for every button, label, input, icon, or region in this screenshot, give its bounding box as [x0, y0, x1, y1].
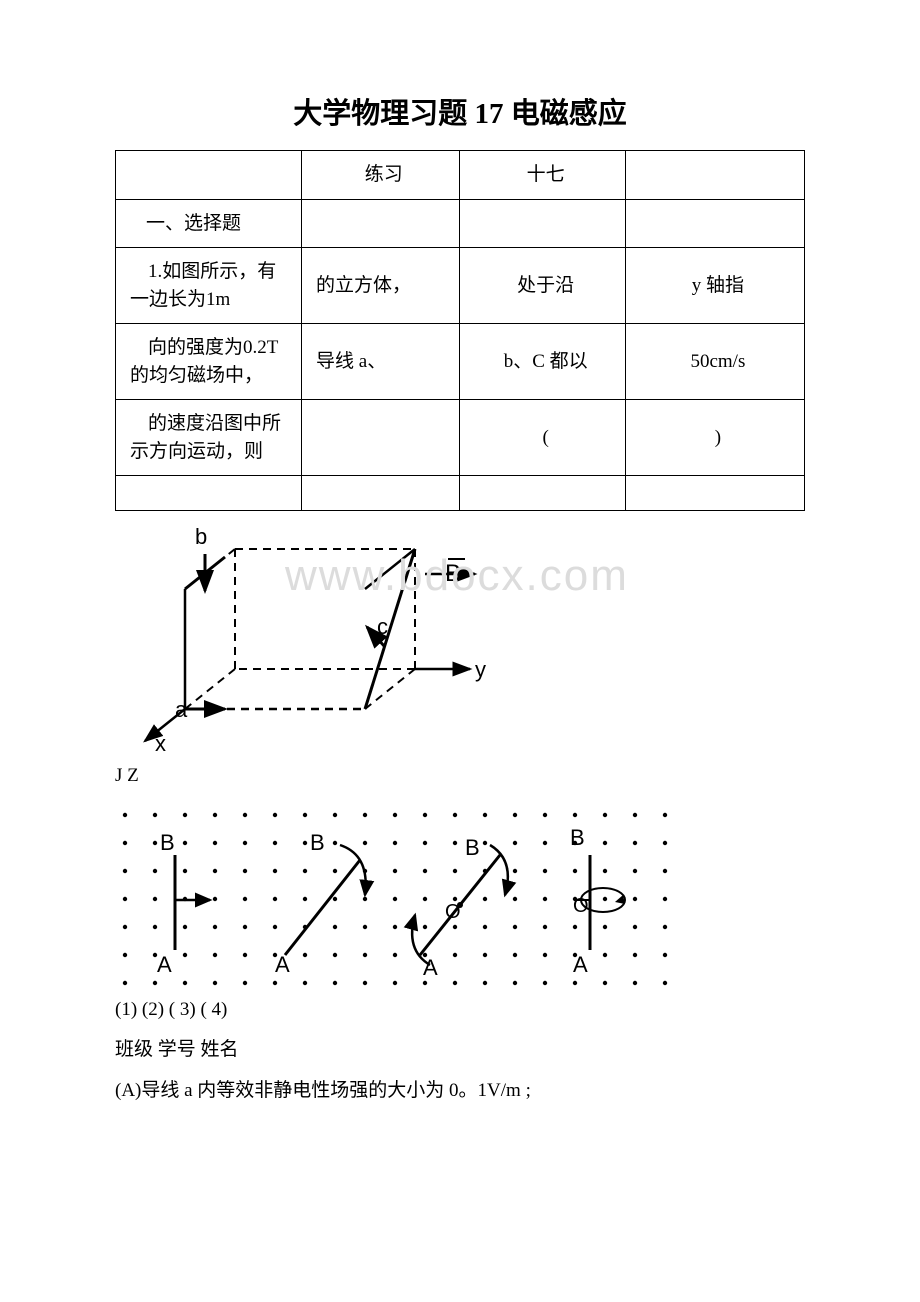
p1-B: B [160, 830, 175, 855]
caption-1234: (1) (2) ( 3) ( 4) [115, 995, 805, 1025]
cell: 向的强度为0.2T 的均匀磁场中， [116, 324, 302, 400]
cell: 处于沿 [460, 248, 625, 324]
class-line: 班级 学号 姓名 [115, 1035, 805, 1065]
cell: 1.如图所示，有一边长为1m [116, 248, 302, 324]
cell [302, 476, 460, 511]
caption-jz: J Z [115, 761, 805, 791]
p3-B: B [465, 835, 480, 860]
label-a: a [175, 697, 188, 722]
cell: 练习 [302, 151, 460, 200]
cube-svg: a b c y x B [115, 519, 515, 754]
cell: b、C 都以 [460, 324, 625, 400]
label-c: c [377, 614, 388, 639]
four-diagrams-svg: B A B A B O A [115, 800, 675, 990]
table-row [116, 476, 805, 511]
cell [625, 151, 804, 200]
page-title: 大学物理习题 17 电磁感应 [115, 90, 805, 132]
p3-O: O [445, 901, 461, 923]
cell [460, 199, 625, 248]
cell [625, 199, 804, 248]
p4-O: O [573, 895, 589, 917]
p2-B: B [310, 830, 325, 855]
table-row: 的速度沿图中所示方向运动，则 ( ) [116, 400, 805, 476]
cell: 十七 [460, 151, 625, 200]
p2-A: A [275, 952, 290, 977]
cell: 的速度沿图中所示方向运动，则 [116, 400, 302, 476]
cell [116, 151, 302, 200]
table-row: 练习 十七 [116, 151, 805, 200]
cell [625, 476, 804, 511]
p1-A: A [157, 952, 172, 977]
p4-A: A [573, 952, 588, 977]
label-B: B [445, 560, 461, 587]
cell: y 轴指 [625, 248, 804, 324]
cell [302, 199, 460, 248]
cube-figure: www.bdocx.com [115, 519, 805, 759]
cell [302, 400, 460, 476]
cell: ) [625, 400, 804, 476]
answer-a: (A)导线 a 内等效非静电性场强的大小为 0。1V/m ; [115, 1076, 805, 1106]
cell: 导线 a、 [302, 324, 460, 400]
label-b: b [195, 524, 207, 549]
table-row: 1.如图所示，有一边长为1m 的立方体， 处于沿 y 轴指 [116, 248, 805, 324]
cell: 的立方体， [302, 248, 460, 324]
p4-B: B [570, 825, 585, 850]
cell: ( [460, 400, 625, 476]
label-y: y [475, 657, 486, 682]
table-row: 向的强度为0.2T 的均匀磁场中， 导线 a、 b、C 都以 50cm/s [116, 324, 805, 400]
cell [116, 476, 302, 511]
p3-A: A [423, 955, 438, 980]
problem-table: 练习 十七 一、选择题 1.如图所示，有一边长为1m 的立方体， 处于沿 y 轴… [115, 150, 805, 511]
label-x: x [155, 731, 166, 754]
cell: 50cm/s [625, 324, 804, 400]
table-row: 一、选择题 [116, 199, 805, 248]
cell: 一、选择题 [116, 199, 302, 248]
cell [460, 476, 625, 511]
four-diagrams: B A B A B O A [115, 800, 805, 995]
